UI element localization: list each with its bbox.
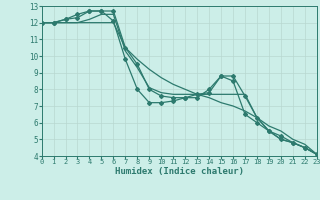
X-axis label: Humidex (Indice chaleur): Humidex (Indice chaleur): [115, 167, 244, 176]
